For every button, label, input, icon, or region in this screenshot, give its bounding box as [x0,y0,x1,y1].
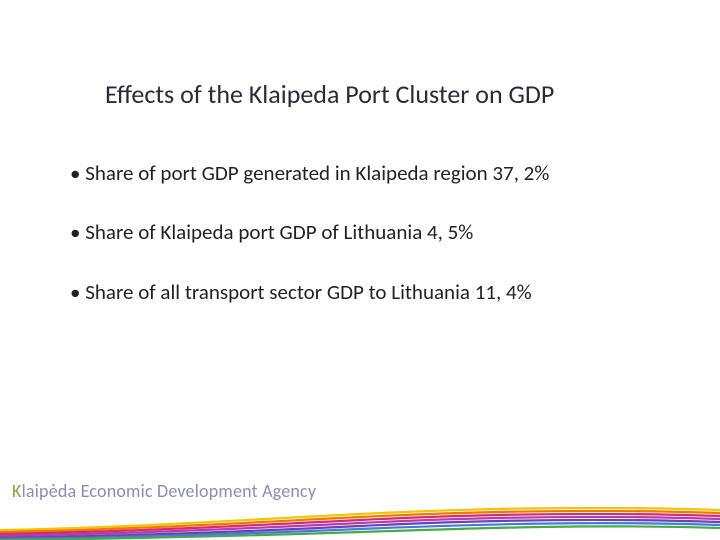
slide: Effects of the Klaipeda Port Cluster on … [0,0,720,540]
page-title: Effects of the Klaipeda Port Cluster on … [105,78,554,110]
list-item: • Share of Klaipeda port GDP of Lithuani… [70,219,650,246]
footer: Klaipėda Economic Development Agency [0,470,720,540]
footer-brand: Klaipėda Economic Development Agency [12,480,316,502]
list-item: • Share of port GDP generated in Klaiped… [70,160,650,187]
footer-brand-accent: K [12,480,22,502]
bullet-list: • Share of port GDP generated in Klaiped… [70,160,650,338]
footer-brand-rest: laipėda Economic Development Agency [22,480,317,502]
decor-lines [0,500,720,540]
list-item: • Share of all transport sector GDP to L… [70,279,650,306]
